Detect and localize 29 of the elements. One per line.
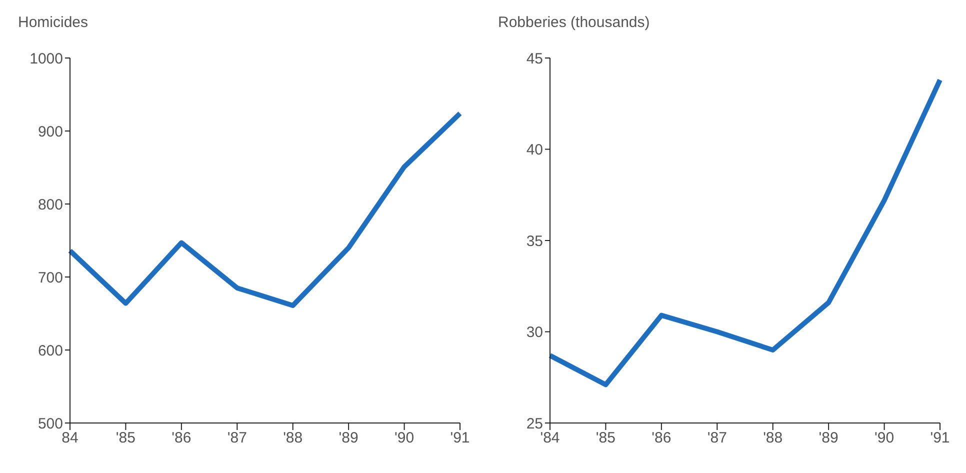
y-tick-label: 1000 <box>30 50 63 68</box>
x-tick-label: '87 <box>707 430 727 447</box>
y-tick-label: 900 <box>38 123 63 140</box>
x-tick-label: '88 <box>283 430 303 447</box>
x-tick-label: '85 <box>116 430 136 447</box>
x-tick-label: '85 <box>596 430 616 447</box>
x-tick-label: '88 <box>763 430 783 447</box>
x-tick-label: '86 <box>172 430 192 447</box>
x-tick-label: '91 <box>930 430 950 447</box>
y-tick-label: 600 <box>38 342 63 360</box>
x-tick-label: '86 <box>652 430 672 447</box>
x-tick-label: '84 <box>540 430 560 447</box>
y-tick-label: 25 <box>526 415 543 432</box>
x-tick-label: '90 <box>874 430 894 447</box>
chart-title: Robberies (thousands) <box>498 14 650 31</box>
y-tick-label: 700 <box>38 269 63 286</box>
x-tick-label: '89 <box>818 430 838 447</box>
x-tick-label: '91 <box>450 430 470 447</box>
x-tick-label: '90 <box>394 430 414 447</box>
y-tick-label: 45 <box>526 50 543 68</box>
y-tick-label: 30 <box>526 324 543 342</box>
y-tick-label: 35 <box>526 232 543 250</box>
x-tick-label: '87 <box>227 430 247 447</box>
y-tick-label: 800 <box>38 196 63 214</box>
chart-title: Homicides <box>18 14 88 31</box>
y-tick-label: 500 <box>38 415 63 432</box>
y-tick-label: 40 <box>526 142 543 159</box>
x-tick-label: 84 <box>62 430 78 447</box>
x-tick-label: '89 <box>338 430 358 447</box>
